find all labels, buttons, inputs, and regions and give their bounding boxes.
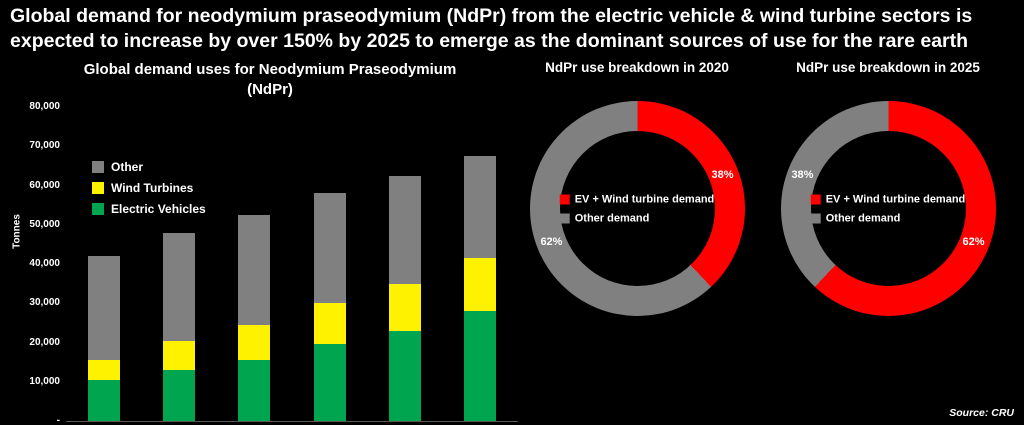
donut-legend-label: EV + Wind turbine demand — [574, 193, 715, 205]
bar-segment-electric-vehicles — [87, 379, 120, 421]
slice-label-38pct: 38% — [791, 168, 814, 181]
donut-legend-label: EV + Wind turbine demand — [825, 193, 966, 205]
bar-segment-other — [162, 232, 195, 341]
donut-2025-title: NdPr use breakdown in 2025 — [796, 60, 980, 75]
donut-hole — [559, 131, 715, 286]
bar-segment-other — [238, 214, 271, 325]
y-tick: 40,000 — [29, 258, 60, 269]
legend-swatch — [92, 182, 104, 194]
bar-segment-other — [388, 175, 421, 284]
y-tick: 60,000 — [29, 179, 60, 191]
headline: Global demand for neodymium praseodymium… — [10, 5, 973, 53]
bar-2023 — [313, 193, 346, 421]
donut-2020-legend: EV + Wind turbine demand Other demand — [559, 193, 715, 224]
bar-segment-electric-vehicles — [238, 360, 271, 421]
bar-2020 — [87, 256, 120, 421]
donut-legend-swatch — [559, 194, 570, 204]
y-tick: 80,000 — [29, 101, 60, 112]
bar-segment-wind-turbines — [238, 324, 271, 361]
bar-segment-wind-turbines — [87, 360, 120, 380]
bar-segment-other — [313, 193, 346, 304]
donut-2025-legend: EV + Wind turbine demand Other demand — [810, 193, 966, 224]
donut-legend-label: Other demand — [574, 212, 650, 224]
bar-2024 — [388, 175, 421, 421]
bar-2022 — [238, 214, 271, 421]
bar-chart-title: Global demand uses for Neodymium Praseod… — [83, 61, 457, 98]
donut-2020-title: NdPr use breakdown in 2020 — [545, 60, 729, 75]
bar-segment-electric-vehicles — [313, 344, 346, 421]
source-credit: Source: CRU — [949, 407, 1014, 419]
legend-label: Wind Turbines — [111, 181, 194, 195]
y-tick: 30,000 — [29, 297, 60, 309]
donut-hole — [810, 131, 966, 286]
donut-legend-item-other-demand: Other demand — [559, 212, 715, 224]
legend-item-wind-turbines: Wind Turbines — [92, 181, 206, 195]
donut-2020-section: NdPr use breakdown in 2020 EV + Wind tur… — [515, 60, 759, 316]
bar-yticks: 80,000 70,000 60,000 50,000 40,000 30,000 20,0… — [18, 102, 60, 425]
donut-legend-swatch — [559, 213, 570, 223]
slice-label-62pct: 62% — [540, 236, 563, 249]
y-tick: 20,000 — [29, 336, 60, 348]
donut-2020-chart: EV + Wind turbine demand Other demand 38%… — [529, 101, 745, 316]
y-tick: - — [56, 415, 60, 425]
y-tick: 70,000 — [29, 140, 60, 152]
y-tick: 10,000 — [29, 375, 60, 387]
donut-legend-label: Other demand — [825, 212, 901, 224]
donut-2025-section: NdPr use breakdown in 2025 EV + Wind tur… — [766, 60, 1010, 316]
bar-segment-other — [87, 256, 120, 361]
donut-legend-swatch — [810, 213, 821, 223]
slice-label-38pct: 38% — [711, 168, 734, 181]
bar-segment-wind-turbines — [464, 258, 497, 312]
donut-legend-item-other-demand: Other demand — [810, 212, 966, 224]
donut-2025-chart: EV + Wind turbine demand Other demand 62%… — [780, 101, 996, 316]
bar-legend: Other Wind Turbines Electric Vehicles — [92, 160, 206, 216]
bar-segment-electric-vehicles — [162, 369, 195, 421]
y-tick: 50,000 — [29, 218, 60, 230]
legend-item-other: Other — [92, 160, 206, 174]
legend-label: Electric Vehicles — [111, 202, 206, 216]
bar-segment-wind-turbines — [313, 303, 346, 345]
bar-plot — [66, 107, 518, 422]
bar-segment-wind-turbines — [162, 340, 195, 370]
legend-swatch — [92, 203, 104, 215]
bar-segment-electric-vehicles — [464, 311, 497, 421]
bar-2025 — [464, 156, 497, 421]
slice-label-62pct: 62% — [962, 236, 985, 249]
bar-segment-wind-turbines — [388, 283, 421, 331]
legend-label: Other — [111, 160, 144, 174]
donut-legend-item-ev-wind-turbine-demand: EV + Wind turbine demand — [810, 193, 966, 205]
bar-chart-section: Global demand uses for Neodymium Praseod… — [6, 56, 526, 425]
bar-segment-electric-vehicles — [388, 330, 421, 421]
donut-legend-item-ev-wind-turbine-demand: EV + Wind turbine demand — [559, 193, 715, 205]
legend-item-electric-vehicles: Electric Vehicles — [92, 202, 206, 216]
bar-segment-other — [464, 156, 497, 259]
bar-2021 — [162, 232, 195, 421]
donut-legend-swatch — [810, 194, 821, 204]
legend-swatch — [92, 161, 104, 173]
